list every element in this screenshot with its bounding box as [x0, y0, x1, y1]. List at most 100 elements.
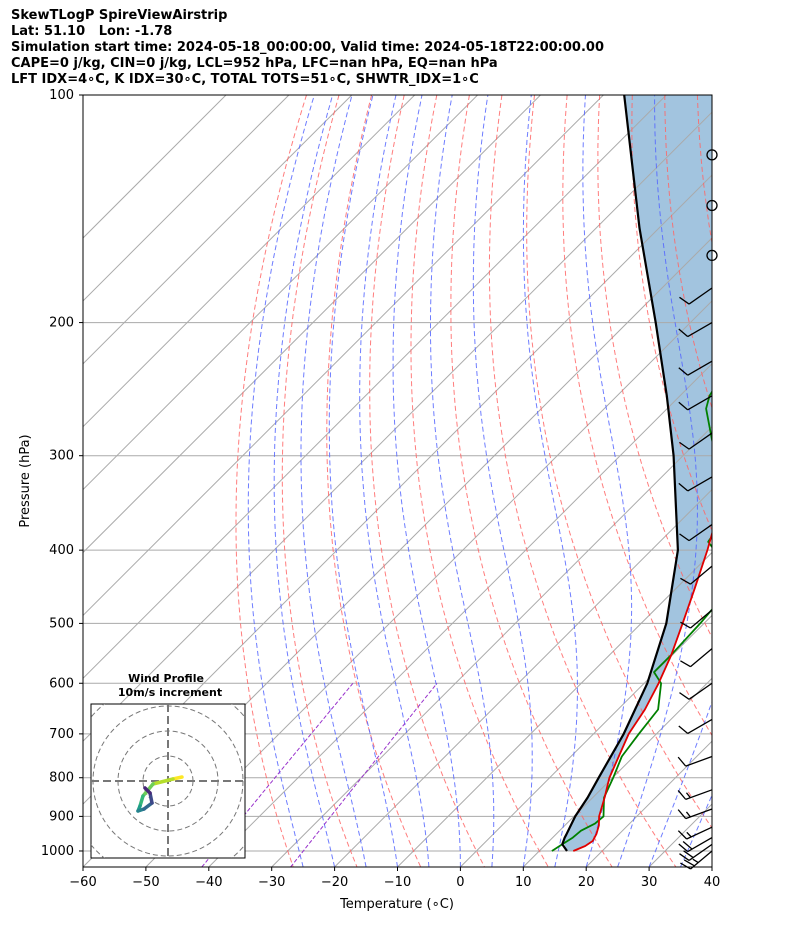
barb-flag — [677, 830, 688, 840]
dry-adiabat-line — [281, 95, 358, 867]
y-tick-label: 200 — [49, 316, 74, 331]
moist-adiabat-line — [359, 95, 430, 867]
barb-staff — [690, 648, 713, 668]
isotherm-line — [208, 363, 712, 867]
dry-adiabat-line — [369, 95, 485, 867]
barb-flag — [678, 367, 689, 376]
x-tick-label: −20 — [321, 875, 348, 890]
wind-profile-inset: Wind Profile 10m/s increment — [90, 672, 246, 859]
x-tick-label: 10 — [515, 875, 532, 890]
x-tick-label: −60 — [69, 875, 96, 890]
barb-flag — [677, 756, 687, 767]
dry-adiabat-line — [562, 95, 712, 737]
isotherm-line — [271, 425, 712, 867]
barb-flag — [678, 843, 689, 853]
barb-half-flag — [692, 858, 699, 864]
mixing-ratio-line — [290, 682, 438, 867]
dewpoint-line — [551, 390, 712, 852]
wind-barb — [678, 360, 713, 376]
moist-adiabat-line — [617, 95, 698, 867]
barb-flag — [680, 577, 691, 585]
hodograph-trace — [136, 775, 184, 813]
isotherm-line — [83, 95, 227, 239]
y-tick-label: 500 — [49, 616, 74, 631]
y-axis-ticks: 100 200 300 400 500 600 700 800 900 1000 — [41, 88, 83, 859]
barb-flag — [678, 482, 689, 492]
calm-wind-circle — [706, 199, 718, 212]
barb-staff — [690, 609, 713, 629]
wind-barb — [677, 789, 713, 800]
barb-staff — [687, 718, 713, 735]
moist-adiabat-line — [582, 95, 633, 867]
calm-wind-circle — [706, 249, 718, 262]
dry-adiabat-line — [450, 95, 613, 867]
dry-adiabat-line — [696, 95, 712, 246]
dry-adiabat-line — [730, 95, 794, 867]
dry-adiabat-line — [410, 95, 549, 867]
wind-barb — [680, 850, 713, 870]
barb-flag — [677, 789, 687, 800]
dry-adiabat-line — [526, 95, 712, 829]
moist-adiabat-line — [430, 95, 495, 867]
y-tick-label: 1000 — [41, 844, 74, 859]
x-axis-label: Temperature (∘C) — [339, 897, 454, 912]
wind-barb — [677, 755, 713, 767]
calm-wind-circle — [706, 149, 718, 161]
isotherm-line — [775, 95, 794, 867]
wind-barb — [680, 609, 713, 629]
barb-flag — [680, 862, 691, 870]
barb-flag — [679, 692, 690, 700]
wind-barb — [677, 826, 713, 840]
barb-flag — [682, 841, 693, 850]
wind-barb — [680, 565, 713, 585]
barb-staff — [688, 682, 713, 700]
barb-flag — [679, 441, 690, 450]
temperature-line — [572, 530, 712, 852]
isotherm-line — [397, 551, 712, 867]
cape-shading — [563, 95, 712, 851]
isotherm-line — [83, 111, 712, 742]
y-axis-label: Pressure (hPa) — [18, 434, 33, 527]
x-tick-label: −10 — [384, 875, 411, 890]
moist-adiabat-line — [300, 95, 367, 867]
isotherm-line — [145, 300, 712, 867]
dry-adiabat-line — [488, 95, 677, 867]
cape-area — [563, 95, 712, 851]
wind-barb — [678, 322, 713, 338]
isotherm-line — [522, 677, 712, 867]
wind-barb — [679, 524, 713, 542]
inset-title: Wind Profile — [128, 672, 204, 685]
barb-flag — [679, 296, 690, 305]
barb-staff — [685, 755, 713, 767]
wind-barbs — [677, 149, 718, 870]
moist-adiabat-line — [472, 95, 533, 867]
isotherm-line — [83, 95, 353, 365]
barb-flag — [683, 850, 694, 859]
y-tick-label: 600 — [49, 676, 74, 691]
dry-adiabats — [235, 95, 794, 867]
barb-half-flag — [685, 811, 691, 818]
isotherm-line — [83, 95, 667, 680]
wind-barb — [678, 837, 713, 853]
y-tick-label: 400 — [49, 543, 74, 558]
parcel-line — [561, 95, 680, 852]
y-tick-label: 100 — [49, 88, 74, 103]
moist-adiabat-line — [328, 95, 398, 867]
index-line: LFT IDX=4∘C, K IDX=30∘C, TOTAL TOTS=51∘C… — [11, 72, 479, 87]
x-tick-label: −30 — [258, 875, 285, 890]
hodograph-segment — [151, 777, 175, 786]
y-tick-label: 700 — [49, 727, 74, 742]
profile-lines — [551, 95, 712, 852]
x-tick-label: 40 — [704, 875, 721, 890]
wind-barb — [678, 395, 713, 411]
isotherm-line — [83, 95, 478, 491]
wind-barb — [678, 476, 713, 492]
barb-flag — [678, 401, 689, 411]
moist-adiabats — [247, 95, 712, 867]
wind-barb — [679, 287, 713, 305]
x-axis-ticks: −60 −50 −40 −30 −20 −10 0 10 20 30 40 — [69, 867, 720, 890]
dry-adiabat-line — [235, 95, 307, 867]
wind-barb — [679, 682, 713, 700]
barb-half-flag — [686, 831, 692, 838]
isotherm-line — [334, 488, 712, 867]
